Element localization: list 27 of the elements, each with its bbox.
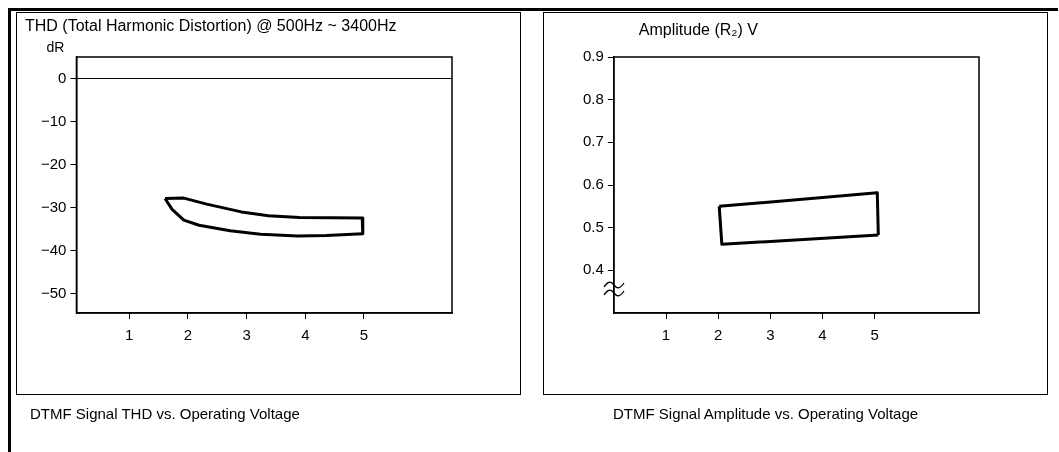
y-tick-label: −40 — [40, 240, 67, 258]
y-tick-label: −50 — [40, 283, 67, 301]
x-tick-label: 2 — [183, 326, 193, 344]
y-tick-label: −30 — [40, 197, 67, 215]
y-tick-label: −20 — [40, 154, 67, 172]
y-tick-label: 0.7 — [582, 132, 604, 150]
x-tick-label: 4 — [818, 326, 827, 344]
x-tick-label: 4 — [301, 326, 310, 344]
x-tick-label: 5 — [870, 326, 879, 344]
x-tick-label: 3 — [242, 326, 251, 344]
x-tick-label: 1 — [661, 326, 671, 344]
y-tick-label: 0.8 — [582, 89, 604, 107]
chart-title: THD (Total Harmonic Distortion) @ 500Hz ~ 3400Hz — [25, 17, 397, 35]
y-tick-label: 0.5 — [582, 217, 604, 235]
x-tick-label: 1 — [125, 326, 134, 344]
x-tick-label: 5 — [359, 326, 369, 344]
y-tick-label: 0 — [58, 68, 67, 86]
text: DTMF Signal Amplitude vs. Operating Voltage — [613, 405, 919, 422]
y-tick-label: −10 — [40, 111, 67, 129]
x-tick-label: 3 — [766, 326, 775, 344]
y-axis-title: dR — [46, 39, 65, 55]
y-tick-label: 0.9 — [582, 47, 604, 65]
y-tick-label: 0.6 — [582, 175, 604, 193]
text: DTMF Signal THD vs. Operating Voltage — [30, 405, 300, 422]
y-tick-label: 0.4 — [582, 260, 604, 278]
x-tick-label: 2 — [714, 326, 723, 344]
y-axis-title: Amplitude (R₂) V — [638, 21, 758, 39]
